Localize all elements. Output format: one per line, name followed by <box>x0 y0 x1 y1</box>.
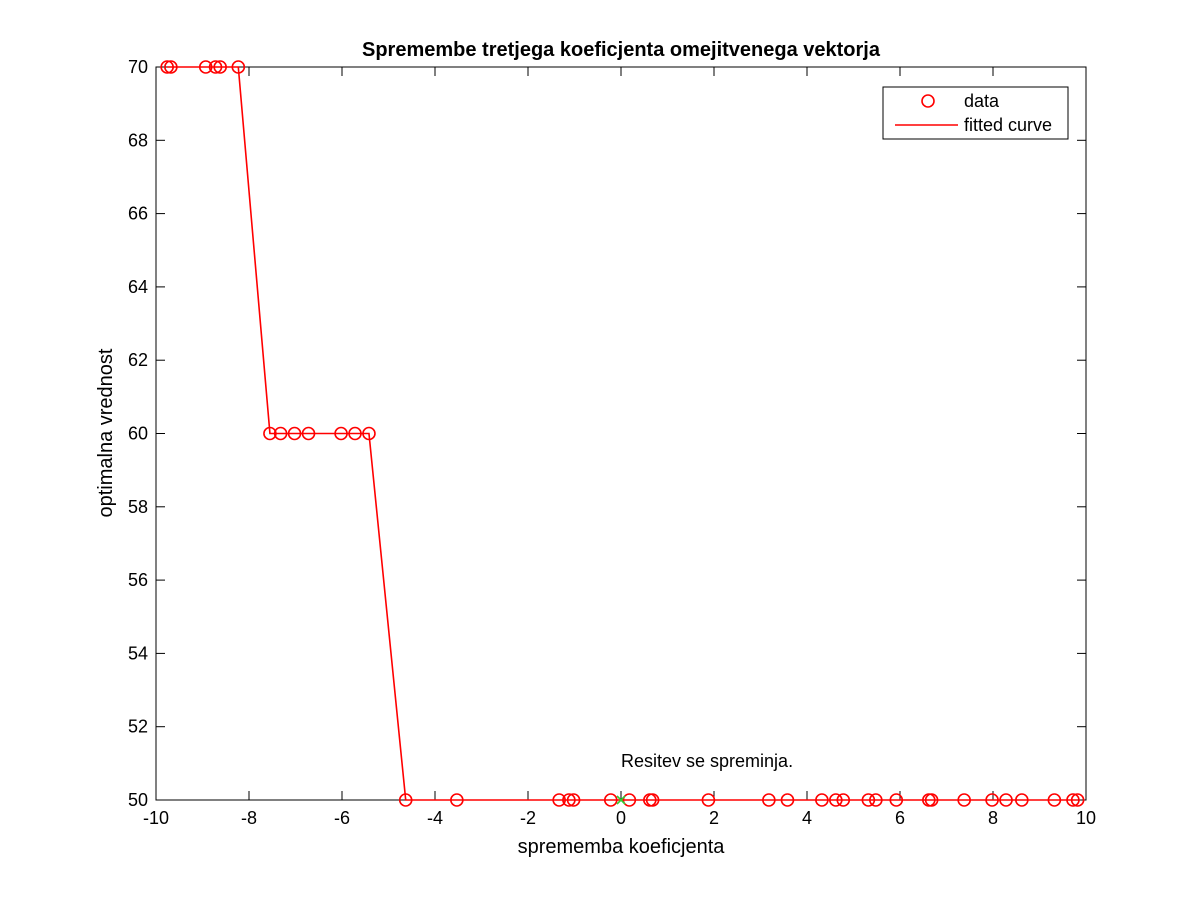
highlight-x-stroke <box>616 795 626 805</box>
data-point <box>208 60 223 74</box>
data-point <box>1015 793 1029 807</box>
data-point <box>160 60 174 74</box>
y-tick-label: 68 <box>128 130 148 150</box>
data-point <box>334 426 348 441</box>
data-point <box>164 60 178 74</box>
annotation-text: Resitev se spreminja. <box>621 751 793 771</box>
y-tick-label: 54 <box>128 643 148 663</box>
x-tick-label: 10 <box>1076 808 1096 828</box>
x-tick-label: -10 <box>143 808 169 828</box>
legend-label-fitted-curve: fitted curve <box>964 115 1052 135</box>
y-tick-label: 62 <box>128 350 148 370</box>
data-point <box>263 426 277 441</box>
data-point <box>1047 793 1062 807</box>
axis-ticks <box>155 66 1087 801</box>
data-point <box>198 60 213 74</box>
data-point <box>273 426 288 441</box>
data-point <box>622 793 637 807</box>
y-tick-label: 58 <box>128 497 148 517</box>
data-point <box>829 793 843 807</box>
y-tick-label: 52 <box>128 717 148 737</box>
data-point <box>231 60 246 74</box>
data-point <box>762 793 776 807</box>
data-point <box>603 793 618 807</box>
data-point <box>1066 793 1080 807</box>
legend-marker-data <box>921 94 935 108</box>
y-axis-label: optimalna vrednost <box>95 348 117 517</box>
x-tick-label: -6 <box>334 808 350 828</box>
data-point <box>348 426 362 441</box>
data-point <box>924 793 939 807</box>
data-point <box>999 793 1013 807</box>
data-point <box>861 793 876 807</box>
data-point <box>301 426 316 441</box>
y-tick-label: 56 <box>128 570 148 590</box>
x-tick-label: -2 <box>520 808 536 828</box>
data-point <box>836 793 851 807</box>
data-point <box>362 426 376 441</box>
data-point <box>815 793 829 807</box>
x-tick-label: -8 <box>241 808 257 828</box>
x-tick-label: -4 <box>427 808 443 828</box>
x-tick-label: 2 <box>709 808 719 828</box>
data-point <box>450 793 464 807</box>
data-point <box>645 793 660 807</box>
data-point <box>562 793 576 807</box>
legend: data fitted curve <box>882 86 1069 140</box>
y-tick-label: 66 <box>128 204 148 224</box>
data-point <box>957 793 971 807</box>
x-tick-label: 8 <box>988 808 998 828</box>
data-point <box>780 793 795 807</box>
legend-box <box>882 86 1069 140</box>
x-tick-label: 6 <box>895 808 905 828</box>
data-point <box>701 793 716 807</box>
chart-title: Spremembe tretjega koeficjenta omejitven… <box>362 39 881 61</box>
highlight-x-marker <box>616 795 626 805</box>
data-point <box>398 793 413 807</box>
data-point <box>889 793 904 807</box>
data-point <box>213 60 227 74</box>
x-tick-label: 4 <box>802 808 812 828</box>
x-axis-label: sprememba koeficjenta <box>518 836 726 858</box>
data-point <box>566 793 581 807</box>
x-tick-label: 0 <box>616 808 626 828</box>
legend-label-data: data <box>964 91 1000 111</box>
data-point <box>985 793 999 807</box>
y-tick-label: 70 <box>128 57 148 77</box>
series-layer <box>160 60 1085 807</box>
y-tick-label: 64 <box>128 277 148 297</box>
data-point <box>552 793 566 807</box>
y-tick-label: 50 <box>128 790 148 810</box>
data-point <box>287 426 302 441</box>
data-point <box>1070 793 1085 807</box>
data-point <box>869 793 883 807</box>
y-tick-label: 60 <box>128 424 148 444</box>
